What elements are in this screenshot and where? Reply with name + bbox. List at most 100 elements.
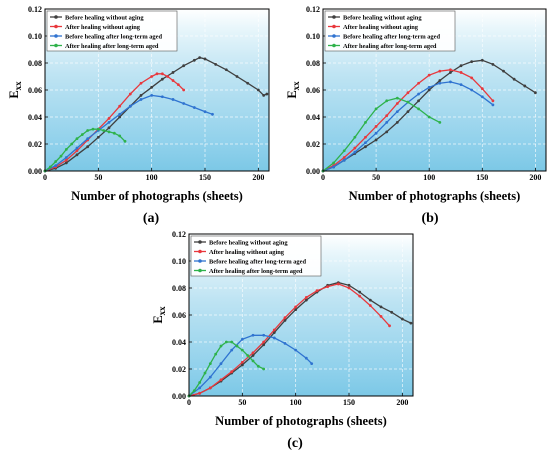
data-point: [326, 285, 330, 289]
data-point: [427, 115, 431, 119]
legend-entry: After healing without aging: [343, 24, 419, 31]
x-tick-label: 50: [372, 173, 380, 182]
data-point: [283, 316, 287, 320]
legend-swatch-marker: [332, 15, 336, 19]
series-4: [321, 96, 442, 173]
data-point: [438, 121, 442, 124]
data-point: [198, 56, 202, 59]
data-point: [310, 362, 314, 365]
data-point: [438, 79, 442, 82]
legend-swatch-marker: [54, 34, 58, 38]
data-point: [86, 145, 90, 149]
legend-entry: After healing without aging: [65, 24, 141, 31]
x-tick-label: 0: [187, 398, 191, 407]
data-point: [364, 121, 367, 124]
data-point: [224, 68, 228, 72]
data-point: [75, 153, 79, 157]
data-point: [272, 336, 276, 340]
data-point: [406, 100, 410, 104]
legend-swatch-marker: [332, 34, 336, 38]
series-line: [44, 128, 126, 172]
data-point: [64, 148, 68, 151]
data-point: [251, 354, 255, 357]
data-point: [214, 62, 218, 66]
data-point: [235, 344, 239, 348]
data-point: [198, 391, 202, 395]
data-point: [262, 94, 266, 97]
data-point: [262, 343, 266, 347]
y-tick-label: 0.10: [28, 32, 42, 41]
data-point: [75, 149, 79, 153]
data-point: [395, 121, 399, 124]
legend-box: [324, 10, 456, 52]
data-point: [470, 76, 474, 80]
data-point: [118, 112, 122, 116]
data-point: [64, 158, 68, 162]
data-point: [491, 99, 495, 103]
legend-entry: Before healing after long-term aged: [343, 33, 440, 40]
legend: Before healing without aging After healin…: [324, 10, 456, 52]
y-tick-label: 0.08: [172, 284, 186, 293]
data-point: [390, 310, 394, 314]
data-point: [256, 88, 260, 92]
y-tick-label: 0.12: [306, 5, 320, 14]
data-point: [406, 110, 410, 113]
data-point: [512, 77, 516, 81]
data-point: [262, 333, 266, 337]
data-point: [139, 98, 143, 101]
legend-entry: After healing after long-term aged: [209, 268, 303, 275]
y-tick-label: 0.12: [28, 5, 42, 14]
data-point: [96, 127, 100, 131]
series-line: [188, 283, 390, 397]
data-point: [438, 69, 442, 73]
y-tick-label: 0.02: [306, 140, 320, 149]
data-point: [230, 370, 234, 374]
x-tick-label: 50: [94, 173, 102, 182]
data-point: [128, 104, 132, 108]
y-tick-label: 0.02: [172, 365, 186, 374]
y-tick-label: 0.06: [28, 86, 42, 95]
legend-swatch-marker: [332, 43, 336, 48]
y-axis-label: Exx: [151, 306, 167, 324]
data-point: [347, 286, 351, 290]
legend-box: [46, 10, 178, 52]
data-point: [150, 94, 154, 97]
data-point: [230, 348, 234, 352]
data-point: [118, 134, 122, 138]
legend-entry: Before healing without aging: [343, 14, 422, 21]
data-point: [379, 305, 383, 309]
legend-swatch-marker: [54, 24, 58, 29]
legend-entry: After healing after long-term aged: [343, 43, 437, 50]
y-tick-label: 0.08: [28, 59, 42, 68]
data-point: [379, 314, 383, 318]
chart-panel-3: 0.00 0.02 0.04 0.06 0.08 0.10 0.12 0 50 100 150 200…: [151, 230, 414, 451]
y-tick-label: 0.10: [172, 257, 186, 266]
data-point: [128, 92, 132, 96]
data-point: [336, 282, 340, 286]
data-point: [160, 95, 164, 99]
y-tick-label: 0.10: [306, 32, 320, 41]
data-point: [64, 156, 68, 159]
data-point: [364, 145, 367, 149]
data-point: [374, 107, 378, 111]
data-point: [203, 110, 207, 113]
y-tick-label: 0.04: [172, 338, 186, 347]
data-point: [368, 304, 372, 307]
data-point: [283, 341, 287, 345]
data-point: [240, 363, 244, 367]
data-point: [262, 340, 266, 344]
data-point: [353, 135, 357, 139]
data-point: [480, 95, 484, 99]
data-point: [470, 88, 474, 92]
data-point: [118, 104, 122, 108]
data-point: [166, 75, 170, 78]
data-point: [385, 130, 389, 134]
data-point: [459, 71, 463, 74]
data-point: [182, 88, 186, 92]
data-point: [459, 83, 463, 86]
x-tick-label: 150: [199, 173, 211, 182]
legend-swatch-marker: [54, 43, 58, 48]
data-point: [160, 77, 164, 81]
